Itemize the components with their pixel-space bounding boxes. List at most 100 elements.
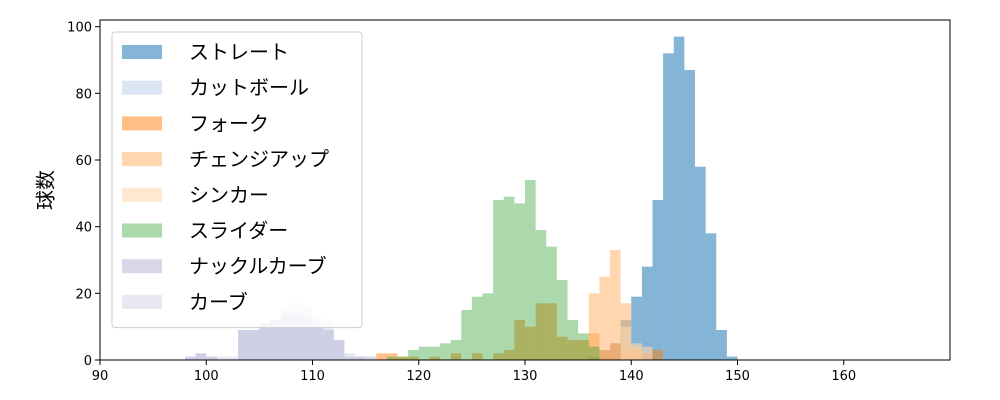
histogram-bar-series-0-bin-149 [726, 356, 738, 360]
histogram-bar-series-3-bin-138 [610, 250, 621, 360]
histogram-bar-series-7-bin-109 [301, 306, 313, 360]
histogram-bar-series-0-bin-147 [705, 233, 717, 360]
histogram-bar-series-2-bin-131 [535, 303, 547, 360]
histogram-bar-series-6-bin-111 [323, 330, 334, 360]
histogram-bar-series-6-bin-103 [238, 330, 249, 360]
histogram-bar-series-7-bin-101 [216, 356, 228, 360]
legend-entry-label: カーブ [189, 290, 248, 314]
legend-entry-label: フォーク [189, 111, 269, 135]
legend-entry-label: チェンジアップ [189, 147, 329, 171]
histogram-bar-series-0-bin-141 [641, 266, 653, 360]
histogram-bar-series-2-bin-116 [376, 353, 387, 360]
legend-swatch [122, 116, 162, 131]
histogram-bar-series-3-bin-136 [588, 293, 600, 360]
x-tick-label: 160 [831, 369, 856, 384]
legend-swatch [122, 259, 162, 274]
histogram-bar-series-6-bin-107 [280, 313, 292, 360]
histogram-bar-series-7-bin-106 [270, 320, 281, 360]
y-tick-label: 80 [75, 87, 92, 102]
histogram-bar-series-4-bin-141 [641, 346, 653, 360]
histogram-bar-series-4-bin-140 [631, 343, 642, 360]
x-tick-label: 140 [619, 369, 644, 384]
legend-swatch [122, 152, 162, 167]
histogram-bar-series-0-bin-145 [684, 70, 695, 360]
histogram-bar-series-6-bin-106 [270, 320, 281, 360]
histogram-bar-series-7-bin-99 [195, 353, 207, 360]
histogram-bar-series-6-bin-115 [365, 356, 377, 360]
y-tick-label: 100 [67, 21, 92, 36]
histogram-bar-series-0-bin-144 [673, 36, 685, 361]
histogram-bar-series-6-bin-113 [344, 356, 355, 360]
legend-swatch [122, 294, 162, 309]
histogram-bar-series-7-bin-114 [355, 356, 366, 360]
histogram-bar-series-5-bin-125 [471, 296, 483, 360]
histogram-bar-series-5-bin-129 [514, 203, 525, 360]
histogram-bar-series-0-bin-148 [716, 330, 727, 360]
legend-swatch [122, 223, 162, 238]
x-tick-label: 120 [406, 369, 431, 384]
histogram-bar-series-5-bin-134 [567, 320, 579, 360]
y-axis-label: 球数 [34, 170, 58, 210]
histogram-bar-series-2-bin-133 [556, 336, 568, 360]
legend-entry-label: ストレート [189, 40, 289, 64]
legend-entry-label: スライダー [189, 219, 288, 243]
histogram-bar-series-7-bin-112 [333, 340, 345, 360]
x-tick-label: 100 [194, 369, 219, 384]
histogram-bar-series-2-bin-117 [386, 353, 398, 360]
legend: ストレートカットボールフォークチェンジアップシンカースライダーナックルカーブカー… [111, 31, 363, 329]
histogram-bar-series-6-bin-108 [291, 313, 302, 360]
histogram-bar-series-6-bin-98 [185, 356, 196, 360]
histogram-bar-series-3-bin-135 [578, 340, 589, 360]
y-tick-label: 40 [75, 221, 92, 236]
histogram-bar-series-6-bin-109 [301, 316, 313, 360]
x-tick-label: 90 [92, 369, 109, 384]
histogram-bar-series-5-bin-124 [461, 310, 472, 360]
histogram-bar-series-2-bin-142 [652, 350, 664, 360]
histogram-bar-series-2-bin-123 [450, 353, 462, 360]
histogram-bar-series-5-bin-133 [556, 280, 568, 360]
x-axis: 90 100 110 120 130 140 150 160 [92, 360, 856, 384]
histogram-bar-series-2-bin-128 [503, 350, 515, 360]
histogram-bar-series-2-bin-134 [567, 340, 579, 360]
histogram-bar-series-2-bin-132 [546, 303, 557, 360]
legend-swatch [122, 45, 162, 59]
histogram-bar-series-6-bin-110 [312, 326, 324, 360]
histogram-bar-series-0-bin-142 [652, 200, 664, 360]
histogram-bar-series-3-bin-137 [599, 276, 610, 360]
x-tick-label: 130 [513, 369, 538, 384]
x-tick-label: 110 [300, 369, 325, 384]
histogram-bars [185, 36, 738, 361]
histogram-bar-series-5-bin-130 [525, 180, 536, 360]
histogram-bar-series-7-bin-102 [227, 356, 239, 360]
histogram-bar-series-2-bin-129 [514, 320, 525, 360]
histogram-bar-series-5-bin-127 [493, 200, 504, 360]
histogram-bar-series-7-bin-107 [280, 306, 292, 360]
histogram-bar-series-7-bin-98 [185, 356, 196, 360]
histogram-bar-series-6-bin-100 [206, 356, 217, 360]
histogram-bar-series-7-bin-104 [248, 330, 260, 360]
histogram-bar-series-5-bin-131 [535, 230, 547, 360]
histogram-bar-series-2-bin-130 [525, 326, 536, 360]
histogram-bar-series-6-bin-104 [248, 330, 260, 360]
histogram-bar-series-5-bin-119 [408, 350, 419, 360]
x-tick-label: 150 [725, 369, 750, 384]
legend-swatch [122, 80, 162, 95]
histogram-bar-series-5-bin-117 [386, 356, 398, 360]
y-tick-label: 20 [75, 287, 92, 302]
histogram-bar-series-0-bin-143 [663, 53, 674, 360]
histogram-bar-series-5-bin-135 [578, 333, 589, 360]
histogram-bar-series-5-bin-123 [450, 340, 462, 360]
histogram-bar-series-7-bin-110 [312, 316, 324, 360]
legend-entry-label: ナックルカーブ [189, 254, 327, 278]
histogram-bar-series-5-bin-121 [429, 346, 440, 360]
histogram-bar-series-6-bin-114 [355, 356, 366, 360]
histogram-bar-series-5-bin-118 [397, 356, 409, 360]
histogram-bar-series-7-bin-100 [206, 356, 217, 360]
y-tick-label: 60 [75, 154, 92, 169]
histogram-bar-series-5-bin-122 [440, 343, 451, 360]
histogram-bar-series-4-bin-139 [620, 326, 632, 360]
legend-swatch [122, 187, 162, 202]
histogram-bar-series-6-bin-99 [195, 353, 207, 360]
legend-entry-label: シンカー [189, 183, 269, 207]
